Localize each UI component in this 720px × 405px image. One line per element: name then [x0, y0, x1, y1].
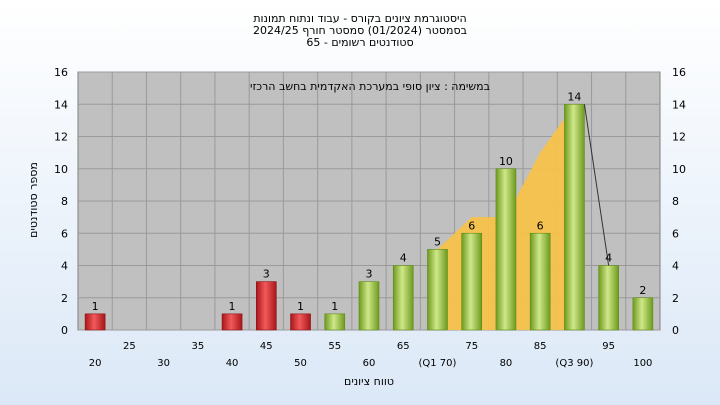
bar-20: [84, 313, 106, 331]
y-tick-left: 14: [54, 98, 68, 111]
y-tick-left: 16: [54, 66, 68, 79]
x-tick-label: 55: [328, 341, 341, 352]
data-label-40: 1: [229, 300, 236, 313]
data-label-55: 1: [331, 300, 338, 313]
data-label-80: 10: [499, 155, 513, 168]
x-tick-label: 85: [534, 341, 547, 352]
y-tick-right: 6: [672, 227, 679, 240]
data-label-100: 2: [639, 284, 646, 297]
chart-title-line: היסטוגרמת ציונים בקורס - עבוד ונתוח תמונ…: [253, 12, 466, 25]
y-tick-left: 8: [61, 195, 68, 208]
bar-75: [461, 232, 483, 331]
x-tick-label: 25: [123, 341, 136, 352]
y-tick-right: 10: [672, 163, 686, 176]
x-tick-label: 65: [397, 341, 410, 352]
x-tick-label: 95: [602, 341, 615, 352]
bar-55: [324, 313, 346, 331]
y-tick-right: 14: [672, 98, 686, 111]
x-tick-label: 20: [89, 358, 102, 369]
bar-50: [290, 313, 311, 331]
y-tick-right: 2: [672, 292, 679, 305]
y-tick-right: 12: [672, 131, 686, 144]
y-tick-left: 10: [54, 163, 68, 176]
bar-65: [392, 265, 414, 331]
connector-line: [583, 104, 610, 266]
chart-title-line: בסמסטר (01/2024) סמסטר חורף 2024/25: [253, 24, 467, 37]
data-label-85: 6: [537, 219, 544, 232]
y-tick-right: 8: [672, 195, 679, 208]
x-tick-label: 80: [500, 358, 513, 369]
chart-title-line: סטודנטים רשומים - 65: [306, 36, 413, 49]
x-tick-label: (Q3 90): [555, 358, 593, 369]
bar-95: [598, 265, 619, 331]
y-tick-left: 0: [61, 324, 68, 337]
data-label-90: 14: [567, 90, 581, 103]
y-tick-left: 6: [61, 227, 68, 240]
x-tick-label: 100: [633, 358, 652, 369]
y-tick-left: 4: [61, 260, 68, 273]
data-label-65: 4: [400, 252, 407, 265]
x-axis-title: טווח ציונים: [344, 375, 394, 388]
y-tick-left: 12: [54, 131, 68, 144]
bar-45: [255, 281, 277, 331]
data-label-50: 1: [297, 300, 304, 313]
bar-60: [358, 281, 380, 331]
data-label-75: 6: [468, 219, 475, 232]
y-tick-right: 4: [672, 260, 679, 273]
data-label-20: 1: [92, 300, 99, 313]
y-tick-left: 2: [61, 292, 68, 305]
x-tick-label: 35: [191, 341, 204, 352]
data-label-70: 5: [434, 235, 441, 248]
x-tick-label: 75: [465, 341, 478, 352]
x-tick-label: 40: [226, 358, 239, 369]
y-axis-title: מספר סטודנטים: [27, 162, 40, 238]
bar-70: [427, 249, 448, 331]
data-label-45: 3: [263, 268, 270, 281]
y-tick-right: 0: [672, 324, 679, 337]
chart-annotation: במשימה : ציון סופי במערכת האקדמית בחשב ה…: [250, 80, 490, 93]
x-tick-label: 30: [157, 358, 170, 369]
bar-90: [564, 103, 585, 331]
bar-85: [529, 232, 551, 331]
data-label-95: 4: [605, 252, 612, 265]
x-tick-label: 60: [363, 358, 376, 369]
x-tick-label: 45: [260, 341, 273, 352]
bar-80: [495, 168, 517, 331]
bar-100: [632, 297, 654, 331]
x-tick-label: 50: [294, 358, 307, 369]
bar-40: [221, 313, 243, 331]
x-tick-label: (Q1 70): [418, 358, 456, 369]
y-tick-right: 16: [672, 66, 686, 79]
data-label-60: 3: [366, 268, 373, 281]
